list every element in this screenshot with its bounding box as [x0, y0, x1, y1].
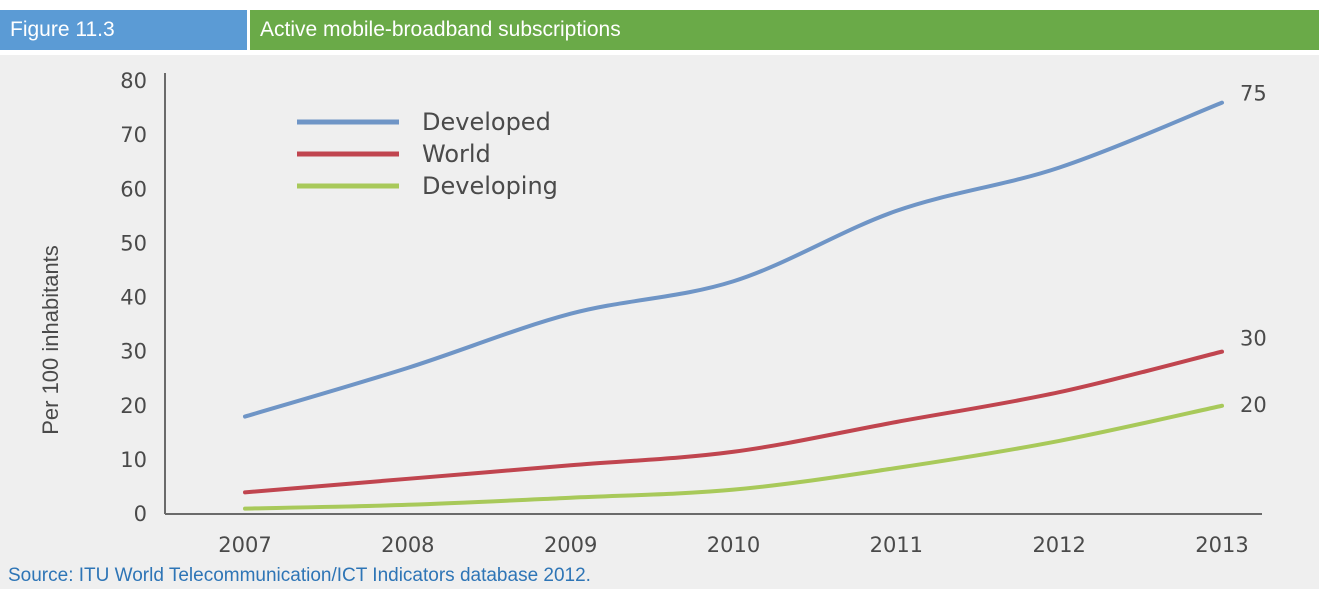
x-tick-label: 2012: [1032, 533, 1085, 557]
x-tick-label: 2010: [707, 533, 760, 557]
figure-title: Active mobile-broadband subscriptions: [250, 10, 1319, 50]
legend-label-world: World: [422, 140, 491, 168]
legend-label-developing: Developing: [422, 172, 558, 200]
x-axis-ticks: 2007 2008 2009 2010 2011 2012 2013: [218, 533, 1248, 557]
y-tick-label: 50: [120, 231, 147, 255]
y-tick-label: 60: [120, 177, 147, 201]
x-tick-label: 2009: [544, 533, 597, 557]
y-axis-label: Per 100 inhabitants: [38, 245, 63, 435]
x-tick-label: 2007: [218, 533, 271, 557]
y-tick-label: 80: [120, 69, 147, 93]
series-end-labels: 75 30 20: [1240, 82, 1267, 417]
y-tick-label: 10: [120, 448, 147, 472]
series-line-world: [243, 349, 1224, 495]
source-note: Source: ITU World Telecommunication/ICT …: [0, 563, 1319, 589]
legend-label-developed: Developed: [422, 108, 551, 136]
chart-axes: [164, 73, 1262, 515]
y-tick-label: 20: [120, 394, 147, 418]
x-tick-label: 2008: [381, 533, 434, 557]
end-label-developing: 20: [1240, 393, 1267, 417]
y-tick-label: 70: [120, 123, 147, 147]
chart-panel: 0 10 20 30 40 50 60 70 80 2007 2008 2009 2010 2011 20…: [0, 55, 1319, 563]
y-tick-label: 40: [120, 286, 147, 310]
x-tick-label: 2013: [1195, 533, 1248, 557]
x-tick-label: 2011: [870, 533, 923, 557]
figure-header: Figure 11.3 Active mobile-broadband subs…: [0, 0, 1319, 50]
end-label-world: 30: [1240, 327, 1267, 351]
series-line-developed: [243, 100, 1224, 419]
chart-legend: Developed World Developing: [297, 108, 558, 200]
y-tick-label: 30: [120, 340, 147, 364]
end-label-developed: 75: [1240, 82, 1267, 106]
y-axis-ticks: 0 10 20 30 40 50 60 70 80: [120, 69, 147, 526]
y-tick-label: 0: [134, 502, 147, 526]
series-line-developing: [243, 403, 1224, 511]
figure-number-label: Figure 11.3: [0, 10, 247, 50]
series-lines: [243, 100, 1224, 511]
